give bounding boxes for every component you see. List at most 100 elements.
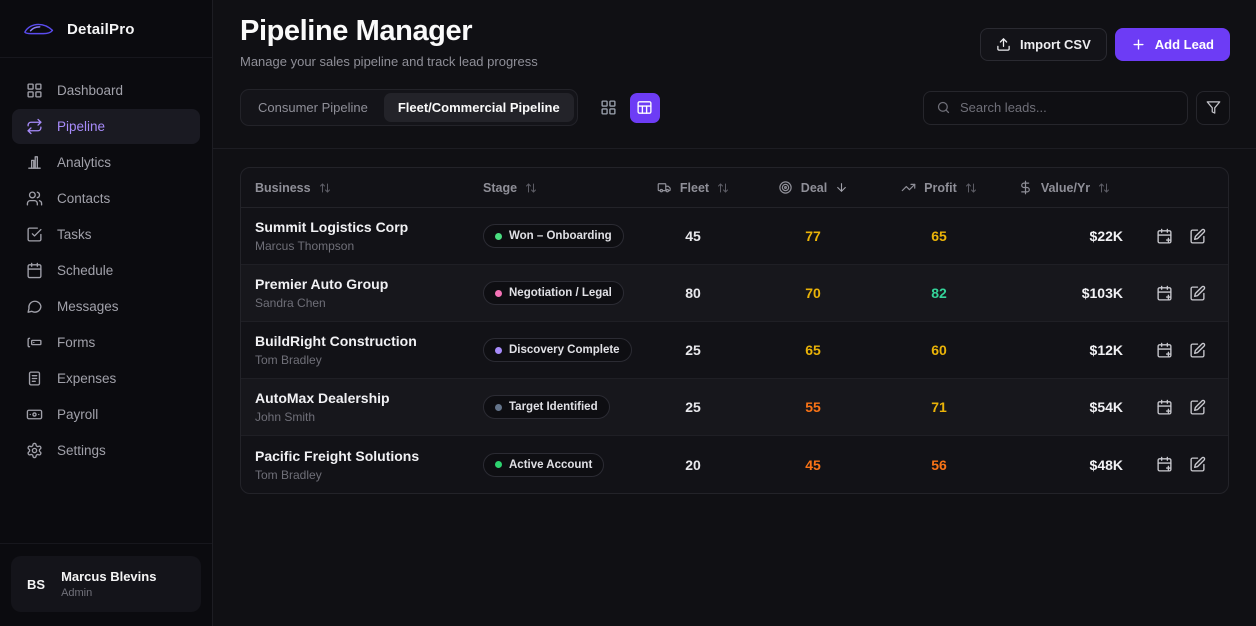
edit-lead-button[interactable]: [1189, 456, 1206, 473]
sidebar-item-expenses[interactable]: Expenses: [12, 361, 200, 396]
edit-lead-button[interactable]: [1189, 228, 1206, 245]
table-row[interactable]: Summit Logistics Corp Marcus Thompson Wo…: [241, 208, 1228, 265]
sidebar-item-payroll[interactable]: Payroll: [12, 397, 200, 432]
column-header-fleet[interactable]: Fleet: [633, 180, 753, 195]
schedule-icon: [26, 262, 43, 279]
schedule-lead-button[interactable]: [1156, 456, 1173, 473]
schedule-lead-button[interactable]: [1156, 399, 1173, 416]
page-subtitle: Manage your sales pipeline and track lea…: [240, 54, 538, 69]
deal-score: 45: [753, 457, 873, 473]
contacts-icon: [26, 190, 43, 207]
fleet-count: 25: [633, 399, 753, 415]
sidebar-item-dashboard[interactable]: Dashboard: [12, 73, 200, 108]
sidebar-item-contacts[interactable]: Contacts: [12, 181, 200, 216]
contact-name: Tom Bradley: [255, 353, 483, 367]
stage-label: Won – Onboarding: [509, 230, 612, 242]
sidebar-item-label: Expenses: [57, 371, 116, 386]
user-card[interactable]: BS Marcus Blevins Admin: [11, 556, 201, 612]
deal-score: 77: [753, 228, 873, 244]
column-header-deal[interactable]: Deal: [753, 180, 873, 195]
schedule-lead-button[interactable]: [1156, 342, 1173, 359]
trending-up-icon: [901, 180, 916, 195]
sidebar-item-tasks[interactable]: Tasks: [12, 217, 200, 252]
profit-score: 60: [873, 342, 1005, 358]
stage-dot: [495, 233, 502, 240]
sidebar-item-settings[interactable]: Settings: [12, 433, 200, 468]
table-row[interactable]: Premier Auto Group Sandra Chen Negotiati…: [241, 265, 1228, 322]
upload-icon: [996, 37, 1011, 52]
search-box: [923, 91, 1188, 125]
target-icon: [778, 180, 793, 195]
stage-label: Target Identified: [509, 401, 598, 413]
table-row[interactable]: Pacific Freight Solutions Tom Bradley Ac…: [241, 436, 1228, 493]
sidebar-item-pipeline[interactable]: Pipeline: [12, 109, 200, 144]
value-per-year: $22K: [1005, 228, 1123, 244]
stage-dot: [495, 404, 502, 411]
user-name: Marcus Blevins: [61, 569, 156, 584]
contact-name: Marcus Thompson: [255, 239, 483, 253]
sidebar-nav: Dashboard Pipeline Analytics Contacts Ta…: [0, 58, 212, 543]
dashboard-icon: [26, 82, 43, 99]
app-logo: DetailPro: [0, 0, 212, 58]
stage-badge: Negotiation / Legal: [483, 281, 624, 305]
column-header-value[interactable]: Value/Yr: [1005, 180, 1123, 195]
user-role: Admin: [61, 587, 156, 599]
sidebar-item-analytics[interactable]: Analytics: [12, 145, 200, 180]
schedule-lead-button[interactable]: [1156, 228, 1173, 245]
contact-name: John Smith: [255, 410, 483, 424]
sidebar-item-schedule[interactable]: Schedule: [12, 253, 200, 288]
profit-score: 71: [873, 399, 1005, 415]
import-csv-label: Import CSV: [1020, 37, 1091, 52]
sidebar-item-label: Analytics: [57, 155, 111, 170]
search-input[interactable]: [960, 100, 1175, 115]
table-row[interactable]: BuildRight Construction Tom Bradley Disc…: [241, 322, 1228, 379]
sidebar-item-label: Settings: [57, 443, 106, 458]
table-row[interactable]: AutoMax Dealership John Smith Target Ide…: [241, 379, 1228, 436]
column-header-stage[interactable]: Stage: [483, 181, 633, 195]
avatar: BS: [27, 577, 45, 592]
sidebar-item-label: Tasks: [57, 227, 92, 242]
business-name: BuildRight Construction: [255, 333, 483, 349]
dollar-icon: [1018, 180, 1033, 195]
kanban-view-button[interactable]: [594, 93, 624, 123]
page-header: Pipeline Manager Manage your sales pipel…: [213, 0, 1256, 69]
stage-dot: [495, 347, 502, 354]
profit-score: 65: [873, 228, 1005, 244]
fleet-count: 45: [633, 228, 753, 244]
edit-lead-button[interactable]: [1189, 285, 1206, 302]
analytics-icon: [26, 154, 43, 171]
deal-score: 65: [753, 342, 873, 358]
sidebar-item-forms[interactable]: Forms: [12, 325, 200, 360]
edit-lead-button[interactable]: [1189, 342, 1206, 359]
sidebar-item-label: Payroll: [57, 407, 98, 422]
main-content: Pipeline Manager Manage your sales pipel…: [213, 0, 1256, 626]
pipeline-icon: [26, 118, 43, 135]
sort-desc-icon: [835, 181, 848, 194]
filter-button[interactable]: [1196, 91, 1230, 125]
payroll-icon: [26, 406, 43, 423]
value-per-year: $48K: [1005, 457, 1123, 473]
profit-score: 56: [873, 457, 1005, 473]
column-header-business[interactable]: Business: [255, 181, 483, 195]
app-name: DetailPro: [67, 21, 135, 38]
add-lead-button[interactable]: Add Lead: [1115, 28, 1230, 61]
forms-icon: [26, 334, 43, 351]
profit-score: 82: [873, 285, 1005, 301]
column-header-profit[interactable]: Profit: [873, 180, 1005, 195]
sidebar-item-label: Forms: [57, 335, 95, 350]
sort-icon: [1098, 182, 1110, 194]
import-csv-button[interactable]: Import CSV: [980, 28, 1107, 61]
edit-lead-button[interactable]: [1189, 399, 1206, 416]
table-view-button[interactable]: [630, 93, 660, 123]
sidebar-item-messages[interactable]: Messages: [12, 289, 200, 324]
stage-badge: Active Account: [483, 453, 604, 477]
tasks-icon: [26, 226, 43, 243]
deal-score: 70: [753, 285, 873, 301]
stage-label: Discovery Complete: [509, 344, 620, 356]
search-icon: [936, 100, 951, 115]
car-logo-icon: [22, 20, 56, 38]
schedule-lead-button[interactable]: [1156, 285, 1173, 302]
tab-consumer-pipeline[interactable]: Consumer Pipeline: [244, 93, 382, 122]
tab-fleet-commercial-pipeline[interactable]: Fleet/Commercial Pipeline: [384, 93, 574, 122]
stage-label: Negotiation / Legal: [509, 287, 612, 299]
